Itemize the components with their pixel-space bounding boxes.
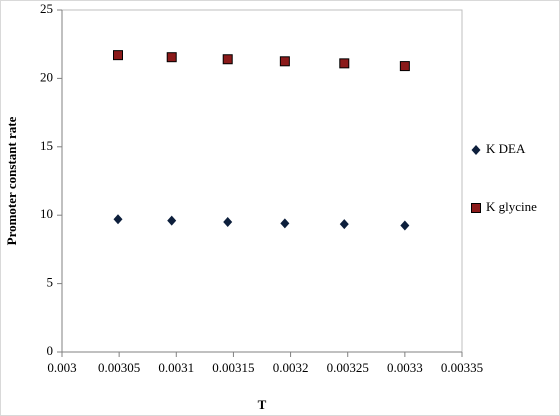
x-axis-title: T [258,397,267,412]
legend-label: K DEA [486,141,526,156]
data-point [339,219,349,230]
y-tick-label: 20 [40,69,53,84]
legend-marker [471,203,481,213]
data-point [400,220,410,231]
y-tick-label: 10 [40,206,53,221]
x-tick-label: 0.00315 [212,360,254,375]
x-tick-label: 0.0032 [273,360,309,375]
y-tick-label: 5 [47,275,54,290]
data-point [279,56,290,67]
x-tick-label: 0.00335 [441,360,483,375]
data-point [223,217,233,228]
y-tick-label: 25 [40,1,53,16]
data-point [113,50,123,61]
data-point [280,218,290,229]
data-point [339,58,350,69]
x-tick-label: 0.00305 [98,360,140,375]
legend-label: K glycine [486,199,537,214]
x-tick-label: 0.0031 [158,360,194,375]
data-point [166,52,177,63]
y-tick-label: 15 [40,138,53,153]
x-tick-label: 0.0033 [387,360,423,375]
y-axis-title: Promoter constant rate [4,116,19,245]
x-tick-label: 0.00325 [327,360,369,375]
x-tick-label: 0.003 [47,360,76,375]
legend-marker [471,145,481,155]
y-tick-label: 0 [47,343,54,358]
data-point [167,215,177,226]
data-point [399,61,410,72]
data-point [113,214,123,225]
data-point [222,54,233,65]
